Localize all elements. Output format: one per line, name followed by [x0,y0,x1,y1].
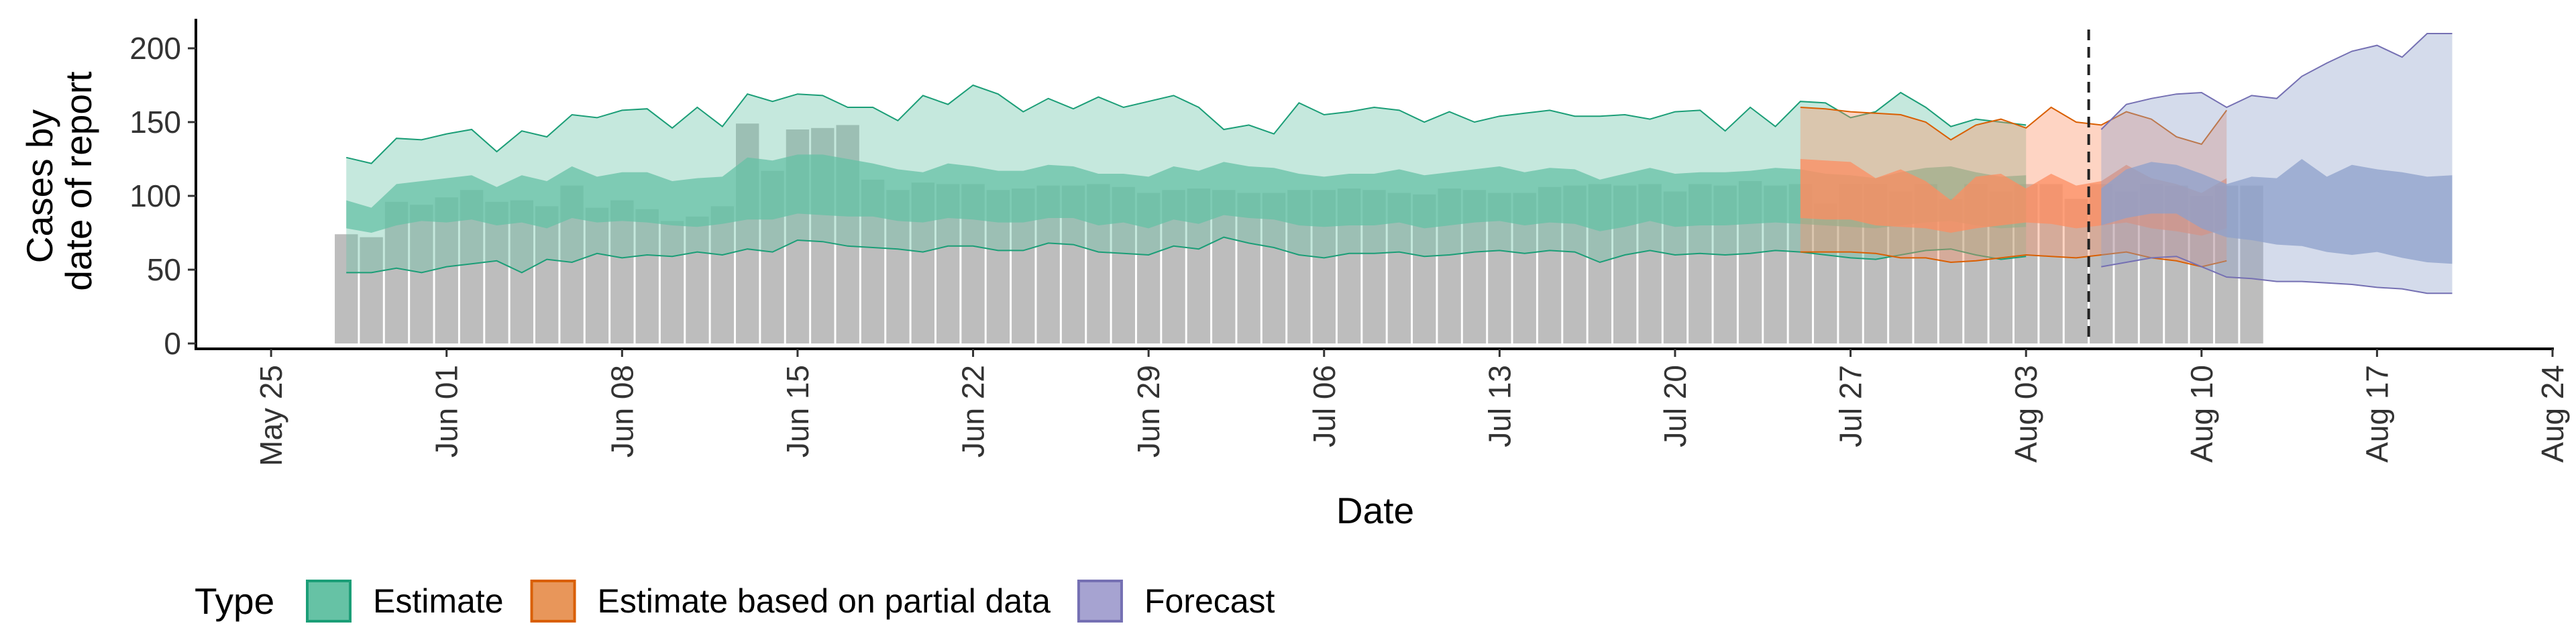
legend-label-forecast: Forecast [1144,582,1275,620]
y-tick-label: 200 [129,31,181,66]
case-bar [660,221,684,343]
axes: 0 50 100 150 200 May 25 Jun 01 Jun 08 Jun 15 Jun … [129,19,2570,466]
case-bar [610,200,634,343]
case-bar [485,201,508,343]
case-bar [635,209,659,343]
x-tick-label: Jul 27 [1833,365,1868,447]
estimate-based-on-partial-data-lower-bound-line [1800,251,2227,268]
x-tick-label: Aug 17 [2359,365,2394,463]
forecast-lower-bound-line [2101,256,2453,294]
legend-swatch-estimate [306,580,352,623]
x-tick-label: Jun 08 [604,365,639,458]
legend-label-estimate: Estimate [373,582,504,620]
case-bar [535,206,559,343]
y-axis-title: Cases by date of report [19,71,99,290]
legend-title: Type [195,580,274,622]
x-tick-label: May 25 [254,365,288,466]
forecast-inner-band [2101,159,2453,264]
x-tick-label: Jul 06 [1307,365,1342,447]
y-axis-title-line-1: Cases by [19,109,60,264]
estimate-bands [345,33,2453,294]
x-tick-label: Jun 22 [956,365,991,458]
x-tick-label: Aug 10 [2184,365,2219,463]
legend-label-estimate-based-on-partial-data: Estimate based on partial data [598,582,1051,620]
y-tick-label: 100 [129,178,181,213]
case-bar [335,234,358,343]
x-tick-label: Jun 15 [780,365,815,458]
x-tick-label: Aug 03 [2008,365,2043,463]
legend-swatch-forecast [1077,580,1123,623]
estimate-inner-band [346,154,2027,233]
estimate-based-on-partial-data-upper-bound-line [1800,106,2228,146]
axis-labels: Date Cases by date of report [19,71,1414,531]
x-tick-label: Jun 01 [429,365,464,458]
case-bar [410,205,433,343]
legend-swatch-estimate-based-on-partial-data [530,580,576,623]
case-bar [585,207,609,343]
x-axis-title: Date [1336,490,1414,531]
case-bar [710,206,735,343]
x-tick-label: Aug 24 [2535,365,2570,463]
case-bar [360,237,383,343]
case-bar [686,216,709,343]
estimate-lower-bound-line [346,236,2027,274]
x-tick-label: Jun 29 [1131,365,1166,458]
y-tick-label: 150 [129,105,181,140]
x-tick-label: Jul 13 [1482,365,1517,447]
legend: Type Estimate Estimate based on partial d… [195,580,1275,623]
x-tick-label: Jul 20 [1658,365,1693,447]
estimate-upper-bound-line [345,84,2027,164]
y-axis-title-line-2: date of report [58,71,99,290]
case-bar [1814,203,1837,343]
y-tick-label: 50 [147,252,181,287]
y-tick-label: 0 [164,326,181,361]
forecast-upper-bound-line [2100,33,2453,130]
